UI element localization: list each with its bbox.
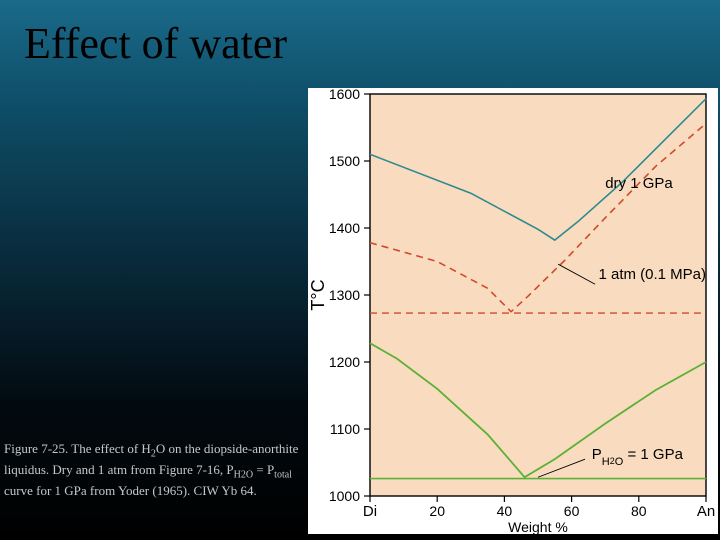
caption-part: = P bbox=[253, 462, 274, 477]
plot-area bbox=[370, 94, 706, 496]
y-tick-label: 1100 bbox=[330, 421, 360, 437]
liquidus-chart: 1000 1100 1200 1300 1400 1500 1600 T°C 20 40 60 80 D… bbox=[308, 88, 718, 534]
y-axis-title: T°C bbox=[308, 279, 328, 310]
y-tick-label: 1500 bbox=[329, 153, 360, 169]
y-tick-label: 1600 bbox=[329, 88, 360, 102]
figure-caption: Figure 7-25. The effect of H2O on the di… bbox=[4, 440, 304, 500]
x-tick-label: 60 bbox=[564, 503, 580, 519]
x-endpoint-left: Di bbox=[363, 503, 377, 520]
y-tick-label: 1400 bbox=[329, 220, 360, 236]
y-tick-label: 1300 bbox=[329, 287, 360, 303]
series-label: 1 atm (0.1 MPa) bbox=[598, 266, 706, 283]
caption-part: Figure 7-25. The effect of H bbox=[4, 441, 151, 456]
x-tick-label: 40 bbox=[497, 503, 513, 519]
x-endpoint-right: An bbox=[697, 503, 715, 520]
y-tick-label: 1200 bbox=[329, 354, 360, 370]
x-axis-title: Weight % bbox=[508, 519, 568, 534]
caption-sub: H2O bbox=[234, 470, 253, 481]
y-tick-label: 1000 bbox=[329, 488, 360, 504]
caption-sub: total bbox=[274, 470, 292, 481]
x-tick-label: 80 bbox=[631, 503, 647, 519]
page-title: Effect of water bbox=[24, 18, 287, 69]
series-label: dry 1 GPa bbox=[605, 175, 673, 192]
caption-part: curve for 1 GPa from Yoder (1965). CIW Y… bbox=[4, 483, 257, 498]
chart-panel: 1000 1100 1200 1300 1400 1500 1600 T°C 20 40 60 80 D… bbox=[308, 88, 718, 534]
x-tick-label: 20 bbox=[429, 503, 445, 519]
